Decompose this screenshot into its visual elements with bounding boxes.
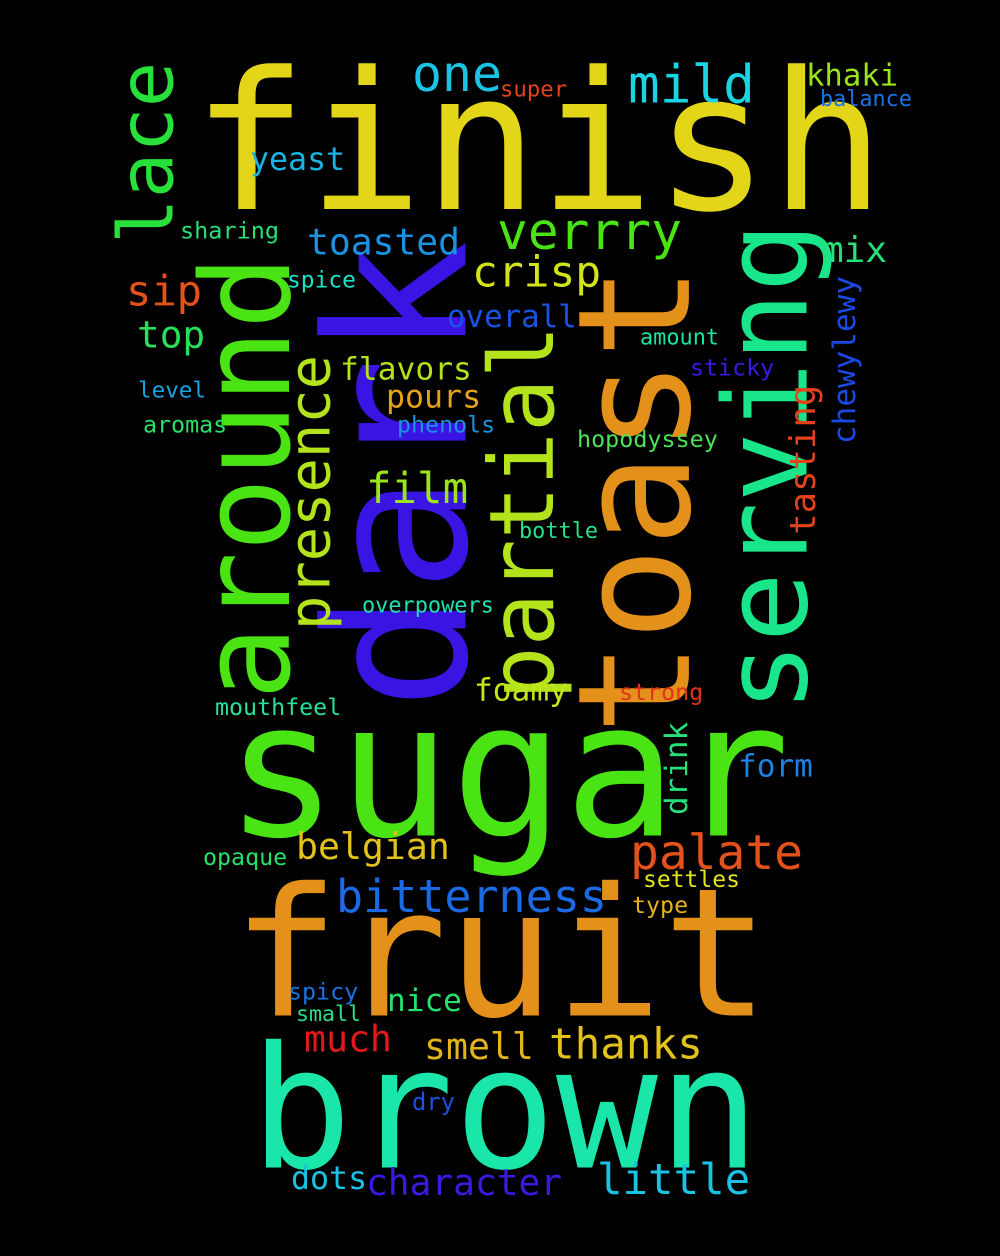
word-yeast: yeast bbox=[250, 142, 346, 178]
word-sugar: sugar bbox=[225, 662, 790, 881]
word-crisp: crisp bbox=[472, 247, 602, 298]
word-much: much bbox=[304, 1017, 392, 1061]
word-finish: finish bbox=[192, 32, 886, 255]
word-top: top bbox=[137, 312, 206, 357]
word-nice: nice bbox=[387, 983, 462, 1019]
word-dry: dry bbox=[412, 1088, 455, 1116]
word-verrry: verrry bbox=[497, 202, 682, 262]
word-opaque: opaque bbox=[203, 844, 288, 871]
word-drink: drink bbox=[659, 721, 696, 815]
word-presence: presence bbox=[277, 355, 344, 631]
word-hopodyssey: hopodyssey bbox=[577, 425, 718, 453]
word-strong: strong bbox=[619, 679, 704, 706]
word-belgian: belgian bbox=[296, 825, 450, 868]
word-lace: lace bbox=[102, 61, 191, 244]
word-phenols: phenols bbox=[397, 411, 496, 439]
word-bottle: bottle bbox=[519, 519, 599, 544]
word-sharing: sharing bbox=[180, 216, 280, 245]
word-thanks: thanks bbox=[549, 1019, 703, 1070]
word-super: super bbox=[500, 76, 568, 103]
word-character: character bbox=[366, 1161, 563, 1204]
word-little: little bbox=[597, 1155, 751, 1204]
word-fruit: fruit bbox=[232, 850, 770, 1059]
word-chewylewy: chewylewy bbox=[826, 276, 863, 444]
word-settles: settles bbox=[643, 867, 740, 893]
word-khaki: khaki bbox=[806, 58, 899, 94]
word-mix: mix bbox=[822, 230, 888, 271]
word-bitterness: bitterness bbox=[336, 870, 607, 923]
word-sip: sip bbox=[126, 266, 203, 316]
word-spice: spice bbox=[287, 267, 356, 294]
word-smell: smell bbox=[424, 1025, 534, 1068]
word-form: form bbox=[738, 748, 813, 785]
word-balance: balance bbox=[820, 87, 912, 112]
word-type: type bbox=[632, 892, 689, 919]
word-flavors: flavors bbox=[340, 351, 472, 388]
word-brown: brown bbox=[250, 1010, 760, 1208]
word-overpowers: overpowers bbox=[362, 593, 494, 619]
word-foamy: foamy bbox=[474, 672, 568, 709]
word-toasted: toasted bbox=[307, 220, 460, 264]
word-pours: pours bbox=[386, 379, 482, 416]
word-partial: partial bbox=[470, 324, 575, 701]
word-overall: overall bbox=[447, 299, 577, 335]
word-mouthfeel: mouthfeel bbox=[215, 694, 342, 721]
word-aromas: aromas bbox=[143, 411, 228, 439]
word-sticky: sticky bbox=[690, 354, 775, 382]
word-level: level bbox=[138, 377, 207, 404]
word-palate: palate bbox=[630, 826, 803, 881]
word-amount: amount bbox=[640, 325, 720, 351]
word-mild: mild bbox=[628, 54, 755, 116]
word-film: film bbox=[366, 464, 469, 513]
word-spicy: spicy bbox=[288, 978, 359, 1006]
word-small: small bbox=[296, 1002, 362, 1027]
word-one: one bbox=[412, 45, 502, 103]
word-tasting: tasting bbox=[783, 384, 825, 535]
word-dots: dots bbox=[291, 1161, 368, 1197]
